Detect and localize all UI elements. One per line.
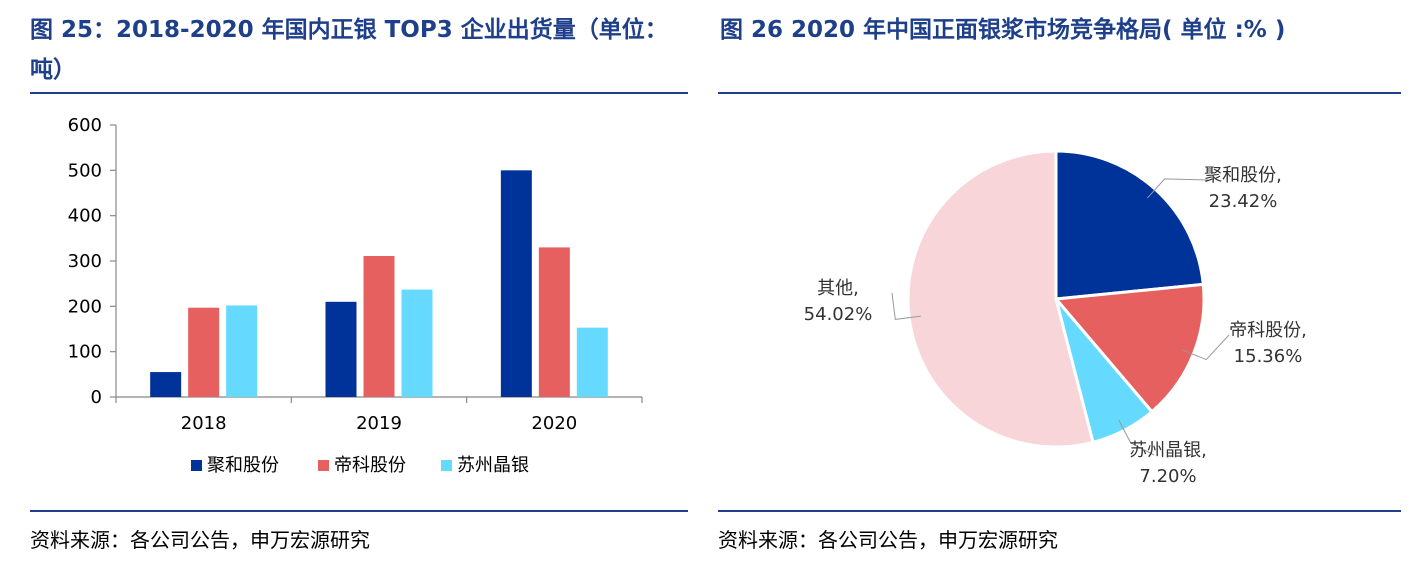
pie-label-name: 苏州晶银,	[1129, 440, 1207, 461]
bar-chart: 0 100 200 300 400 500 600 2018 2019 2020 聚和股份 帝科股份 苏…	[68, 115, 643, 476]
leader-line	[1182, 334, 1230, 361]
legend-label: 聚和股份	[207, 455, 279, 476]
y-tick-label: 400	[68, 206, 102, 227]
bar-chart-source: 资料来源：各公司公告，申万宏源研究	[30, 528, 370, 552]
pie-chart-source: 资料来源：各公司公告，申万宏源研究	[718, 528, 1058, 552]
leader-line	[1147, 178, 1209, 199]
legend-swatch	[191, 460, 202, 471]
pie-slice-聚和股份	[1054, 149, 1205, 301]
title-rule	[30, 92, 688, 94]
legend-swatch	[441, 460, 452, 471]
pie-chart-panel: 图 26 2020 年中国正面银浆市场竞争格局( 单位 :% ) 聚和股份, 23…	[708, 0, 1417, 571]
pie-label-name: 聚和股份,	[1204, 165, 1282, 186]
bar-帝科股份-2019	[363, 256, 395, 397]
x-tick-label: 2019	[356, 413, 402, 434]
bar-聚和股份-2020	[500, 170, 532, 397]
leader-line	[891, 292, 921, 320]
y-tick-label: 0	[91, 387, 102, 408]
bar-chart-panel: 图 25：2018-2020 年国内正银 TOP3 企业出货量（单位：吨） 0 1…	[0, 0, 700, 571]
bar-帝科股份-2020	[538, 247, 570, 397]
pie-label-value: 54.02%	[804, 304, 873, 325]
pie-label-value: 15.36%	[1234, 346, 1303, 367]
title-rule	[718, 92, 1401, 94]
pie-label-name: 帝科股份,	[1229, 320, 1307, 341]
y-tick-label: 100	[68, 342, 102, 363]
bar-苏州晶银-2018	[226, 305, 258, 397]
pie-label-name: 其他,	[817, 278, 859, 299]
source-rule	[718, 510, 1401, 512]
bar-苏州晶银-2020	[576, 327, 608, 397]
bar-聚和股份-2018	[150, 372, 182, 397]
bar-苏州晶银-2019	[401, 289, 433, 397]
y-tick-label: 300	[68, 251, 102, 272]
legend-swatch	[318, 460, 329, 471]
leader-line	[1118, 419, 1155, 456]
x-tick-label: 2020	[531, 413, 577, 434]
y-tick-label: 600	[68, 115, 102, 136]
legend-label: 帝科股份	[334, 455, 406, 476]
x-tick-label: 2018	[181, 413, 227, 434]
bar-帝科股份-2018	[188, 307, 220, 397]
source-rule	[30, 510, 688, 512]
pie-label-value: 23.42%	[1209, 191, 1278, 212]
pie-chart: 聚和股份, 23.42% 帝科股份, 15.36% 苏州晶银, 7.20% 其他, 54.02…	[804, 149, 1307, 487]
y-tick-label: 500	[68, 160, 102, 181]
pie-chart-title: 图 26 2020 年中国正面银浆市场竞争格局( 单位 :% )	[720, 17, 1286, 43]
legend-label: 苏州晶银	[457, 455, 529, 476]
bar-chart-title: 图 25：2018-2020 年国内正银 TOP3 企业出货量（单位：吨）	[30, 17, 668, 83]
bar-聚和股份-2019	[325, 301, 357, 397]
pie-label-value: 7.20%	[1139, 466, 1196, 487]
y-tick-label: 200	[68, 296, 102, 317]
